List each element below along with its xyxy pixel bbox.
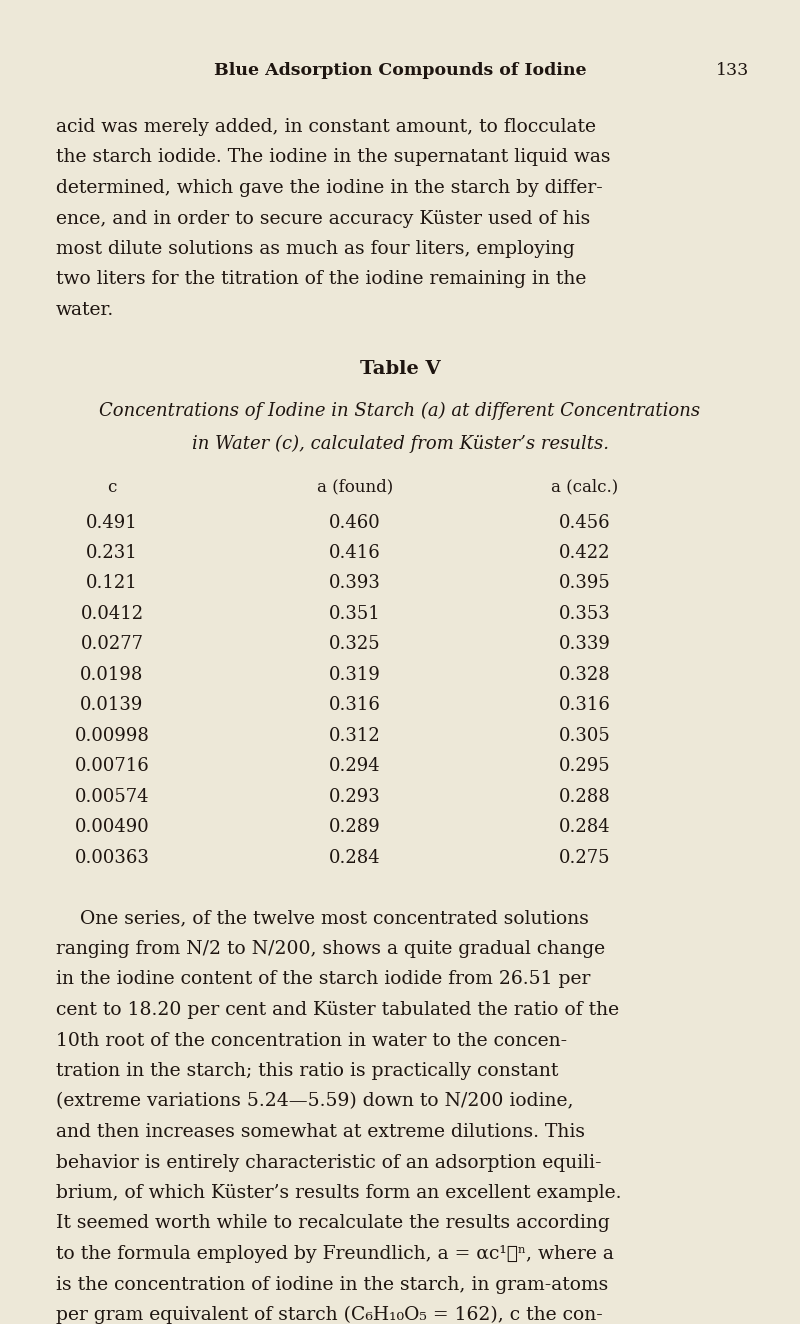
Text: 0.289: 0.289 bbox=[329, 818, 381, 837]
Text: brium, of which Küster’s results form an excellent example.: brium, of which Küster’s results form an… bbox=[56, 1184, 622, 1202]
Text: 0.422: 0.422 bbox=[559, 544, 610, 561]
Text: 0.395: 0.395 bbox=[559, 575, 611, 593]
Text: 133: 133 bbox=[716, 62, 750, 79]
Text: 0.456: 0.456 bbox=[559, 514, 611, 531]
Text: 0.00363: 0.00363 bbox=[74, 849, 150, 867]
Text: 0.393: 0.393 bbox=[329, 575, 381, 593]
Text: per gram equivalent of starch (C₆H₁₀O₅ = 162), c the con-: per gram equivalent of starch (C₆H₁₀O₅ =… bbox=[56, 1305, 602, 1324]
Text: 0.339: 0.339 bbox=[559, 636, 611, 654]
Text: 0.491: 0.491 bbox=[86, 514, 138, 531]
Text: 0.295: 0.295 bbox=[559, 757, 611, 776]
Text: 0.316: 0.316 bbox=[559, 696, 611, 715]
Text: 0.284: 0.284 bbox=[329, 849, 381, 867]
Text: determined, which gave the iodine in the starch by differ-: determined, which gave the iodine in the… bbox=[56, 179, 602, 197]
Text: 0.351: 0.351 bbox=[329, 605, 381, 624]
Text: and then increases somewhat at extreme dilutions. This: and then increases somewhat at extreme d… bbox=[56, 1123, 585, 1141]
Text: 0.00998: 0.00998 bbox=[74, 727, 150, 745]
Text: most dilute solutions as much as four liters, employing: most dilute solutions as much as four li… bbox=[56, 240, 574, 258]
Text: 0.275: 0.275 bbox=[559, 849, 610, 867]
Text: 0.0412: 0.0412 bbox=[81, 605, 143, 624]
Text: 0.00574: 0.00574 bbox=[74, 788, 150, 806]
Text: two liters for the titration of the iodine remaining in the: two liters for the titration of the iodi… bbox=[56, 270, 586, 289]
Text: 0.0139: 0.0139 bbox=[80, 696, 144, 715]
Text: in Water (c), calculated from Küster’s results.: in Water (c), calculated from Küster’s r… bbox=[191, 434, 609, 453]
Text: 0.353: 0.353 bbox=[559, 605, 611, 624]
Text: Blue Adsorption Compounds of Iodine: Blue Adsorption Compounds of Iodine bbox=[214, 62, 586, 79]
Text: a (found): a (found) bbox=[317, 478, 393, 495]
Text: 0.328: 0.328 bbox=[559, 666, 611, 685]
Text: 0.319: 0.319 bbox=[329, 666, 381, 685]
Text: 0.325: 0.325 bbox=[329, 636, 381, 654]
Text: (extreme variations 5.24—5.59) down to N/200 iodine,: (extreme variations 5.24—5.59) down to N… bbox=[56, 1092, 574, 1111]
Text: 0.00490: 0.00490 bbox=[74, 818, 150, 837]
Text: 0.312: 0.312 bbox=[329, 727, 381, 745]
Text: 0.293: 0.293 bbox=[329, 788, 381, 806]
Text: acid was merely added, in constant amount, to flocculate: acid was merely added, in constant amoun… bbox=[56, 118, 596, 136]
Text: a (calc.): a (calc.) bbox=[551, 478, 618, 495]
Text: 0.288: 0.288 bbox=[559, 788, 611, 806]
Text: 0.460: 0.460 bbox=[329, 514, 381, 531]
Text: 0.316: 0.316 bbox=[329, 696, 381, 715]
Text: 0.121: 0.121 bbox=[86, 575, 138, 593]
Text: 0.284: 0.284 bbox=[559, 818, 611, 837]
Text: 0.294: 0.294 bbox=[329, 757, 381, 776]
Text: 0.0277: 0.0277 bbox=[81, 636, 143, 654]
Text: 0.00716: 0.00716 bbox=[74, 757, 150, 776]
Text: in the iodine content of the starch iodide from 26.51 per: in the iodine content of the starch iodi… bbox=[56, 970, 590, 989]
Text: to the formula employed by Freundlich, a = αc¹ᐟⁿ, where a: to the formula employed by Freundlich, a… bbox=[56, 1245, 614, 1263]
Text: One series, of the twelve most concentrated solutions: One series, of the twelve most concentra… bbox=[56, 910, 589, 928]
Text: 0.416: 0.416 bbox=[329, 544, 381, 561]
Text: 0.0198: 0.0198 bbox=[80, 666, 144, 685]
Text: is the concentration of iodine in the starch, in gram-atoms: is the concentration of iodine in the st… bbox=[56, 1275, 608, 1294]
Text: Table V: Table V bbox=[360, 360, 440, 377]
Text: Concentrations of Iodine in Starch (a) at different Concentrations: Concentrations of Iodine in Starch (a) a… bbox=[99, 401, 701, 420]
Text: It seemed worth while to recalculate the results according: It seemed worth while to recalculate the… bbox=[56, 1214, 610, 1233]
Text: c: c bbox=[107, 478, 117, 495]
Text: ence, and in order to secure accuracy Küster used of his: ence, and in order to secure accuracy Kü… bbox=[56, 209, 590, 228]
Text: the starch iodide. The iodine in the supernatant liquid was: the starch iodide. The iodine in the sup… bbox=[56, 148, 610, 167]
Text: ranging from N/2 to N/200, shows a quite gradual change: ranging from N/2 to N/200, shows a quite… bbox=[56, 940, 605, 959]
Text: behavior is entirely characteristic of an adsorption equili-: behavior is entirely characteristic of a… bbox=[56, 1153, 602, 1172]
Text: 10th root of the concentration in water to the concen-: 10th root of the concentration in water … bbox=[56, 1031, 567, 1050]
Text: tration in the starch; this ratio is practically constant: tration in the starch; this ratio is pra… bbox=[56, 1062, 558, 1080]
Text: 0.231: 0.231 bbox=[86, 544, 138, 561]
Text: cent to 18.20 per cent and Küster tabulated the ratio of the: cent to 18.20 per cent and Küster tabula… bbox=[56, 1001, 619, 1019]
Text: 0.305: 0.305 bbox=[559, 727, 611, 745]
Text: water.: water. bbox=[56, 301, 114, 319]
